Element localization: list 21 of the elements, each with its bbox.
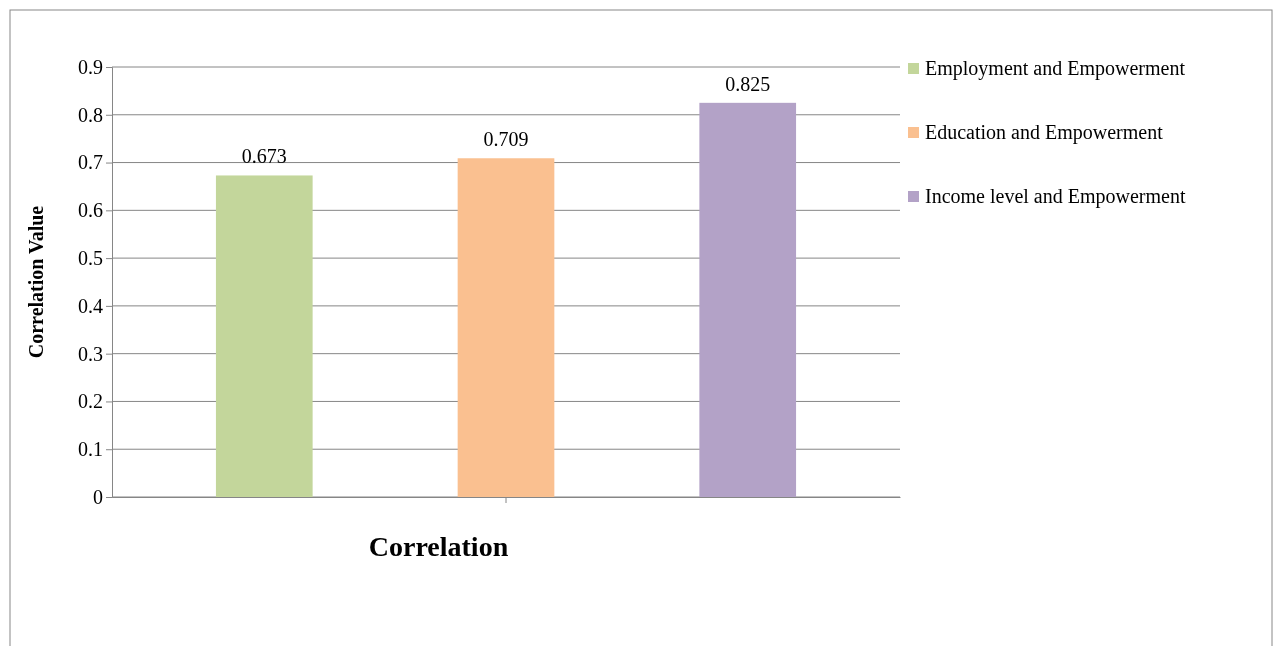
data-label: 0.673 <box>241 145 287 168</box>
legend-label: Income level and Empowerment <box>925 185 1186 208</box>
y-tick-label: 0.5 <box>78 247 103 270</box>
data-label: 0.709 <box>483 128 529 151</box>
y-tick-label: 0.2 <box>78 390 103 413</box>
y-tick-label: 0.4 <box>78 294 103 317</box>
y-axis-title: Correlation Value <box>25 205 47 359</box>
y-tick-label: 0.1 <box>78 438 103 461</box>
bar <box>215 175 313 497</box>
y-tick-label: 0.3 <box>78 342 103 365</box>
y-tick-label: 0.8 <box>78 103 103 126</box>
y-tick-label: 0.6 <box>78 199 103 222</box>
bar <box>699 102 797 497</box>
legend-label: Education and Empowerment <box>925 121 1164 144</box>
y-tick-label: 0.9 <box>78 55 103 78</box>
data-label: 0.825 <box>725 72 771 95</box>
y-tick-label: 0 <box>93 485 103 508</box>
y-tick-label: 0.7 <box>78 151 103 174</box>
x-axis-title: Correlation <box>368 531 509 562</box>
legend-label: Employment and Empowerment <box>925 57 1186 80</box>
bar <box>457 158 555 497</box>
